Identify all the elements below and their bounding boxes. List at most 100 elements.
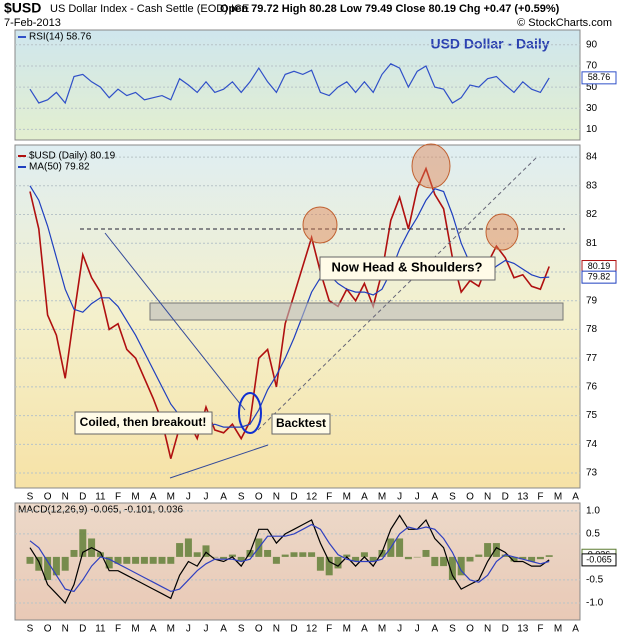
macd-panel bbox=[14, 502, 581, 621]
x-tick-label: M bbox=[378, 624, 386, 635]
histogram-bar bbox=[396, 538, 404, 557]
x-tick-label: J bbox=[186, 492, 191, 503]
x-tick-label: D bbox=[290, 492, 297, 503]
value-tag: 58.76 bbox=[588, 72, 611, 82]
x-tick-label: A bbox=[150, 624, 157, 635]
y-tick-label: 73 bbox=[586, 468, 598, 479]
instrument-name: US Dollar Index - Cash Settle (EOD) ICE bbox=[50, 3, 249, 15]
histogram-bar bbox=[167, 556, 175, 564]
histogram-bar bbox=[272, 556, 280, 564]
histogram-bar bbox=[484, 543, 492, 557]
series-line bbox=[29, 185, 550, 428]
x-tick-label: D bbox=[502, 492, 509, 503]
x-tick-label: A bbox=[431, 624, 438, 635]
credit: © StockCharts.com bbox=[517, 17, 612, 29]
legend-entry: MA(50) 79.82 bbox=[29, 162, 90, 173]
histogram-bar bbox=[193, 552, 201, 557]
y-tick-label: 30 bbox=[586, 103, 598, 114]
y-tick-label: 1.0 bbox=[586, 505, 600, 516]
annotation: Coiled, then breakout! bbox=[80, 415, 207, 429]
x-tick-label: M bbox=[131, 624, 139, 635]
value-tag: 80.19 bbox=[588, 261, 611, 271]
series-line bbox=[29, 523, 550, 593]
x-tick-label: D bbox=[502, 624, 509, 635]
trendline bbox=[169, 444, 269, 479]
x-tick-label: A bbox=[361, 624, 368, 635]
histogram-bar bbox=[299, 552, 307, 557]
date: 7-Feb-2013 bbox=[4, 17, 61, 29]
x-tick-label: A bbox=[361, 492, 368, 503]
histogram-bar bbox=[343, 554, 351, 557]
y-tick-label: 75 bbox=[586, 410, 598, 421]
histogram-bar bbox=[105, 556, 113, 569]
histogram-bar bbox=[413, 556, 421, 558]
x-tick-label: A bbox=[431, 492, 438, 503]
x-tick-label: M bbox=[378, 492, 386, 503]
x-tick-label: N bbox=[484, 624, 491, 635]
histogram-bar bbox=[334, 556, 342, 569]
x-tick-label: O bbox=[466, 492, 474, 503]
y-tick-label: 76 bbox=[586, 382, 598, 393]
histogram-bar bbox=[158, 556, 166, 564]
y-tick-label: 0.5 bbox=[586, 529, 600, 540]
series-line bbox=[29, 63, 550, 105]
x-tick-label: J bbox=[186, 624, 191, 635]
annotation: Backtest bbox=[276, 416, 326, 430]
y-tick-label: 70 bbox=[586, 61, 598, 72]
x-tick-label: D bbox=[79, 624, 86, 635]
x-tick-label: F bbox=[115, 492, 121, 503]
histogram-bar bbox=[114, 556, 122, 564]
histogram-bar bbox=[316, 556, 324, 571]
x-tick-label: M bbox=[554, 492, 562, 503]
chart-title: USD Dollar - Daily bbox=[430, 36, 549, 52]
x-tick-label: 13 bbox=[517, 624, 529, 635]
x-tick-label: F bbox=[326, 492, 332, 503]
x-tick-label: F bbox=[326, 624, 332, 635]
histogram-bar bbox=[61, 556, 69, 571]
histogram-bar bbox=[431, 556, 439, 567]
histogram-bar bbox=[44, 556, 52, 580]
x-tick-label: D bbox=[79, 492, 86, 503]
x-tick-label: M bbox=[131, 492, 139, 503]
x-tick-label: O bbox=[466, 624, 474, 635]
histogram-bar bbox=[35, 556, 43, 571]
x-tick-label: D bbox=[290, 624, 297, 635]
histogram-bar bbox=[536, 556, 544, 560]
histogram-bar bbox=[352, 556, 360, 562]
histogram-bar bbox=[466, 556, 474, 562]
x-tick-label: 12 bbox=[306, 624, 318, 635]
x-tick-label: M bbox=[343, 492, 351, 503]
y-tick-label: 83 bbox=[586, 180, 598, 191]
histogram-bar bbox=[264, 549, 272, 557]
histogram-bar bbox=[140, 556, 148, 564]
value-tag: 79.82 bbox=[588, 272, 611, 282]
x-tick-label: S bbox=[449, 624, 456, 635]
y-tick-label: -1.0 bbox=[586, 598, 604, 609]
histogram-bar bbox=[492, 543, 500, 557]
x-tick-label: S bbox=[238, 624, 245, 635]
x-tick-label: A bbox=[150, 492, 157, 503]
series-line bbox=[29, 514, 550, 605]
annotation-box bbox=[319, 256, 496, 281]
histogram-bar bbox=[70, 549, 78, 557]
x-tick-label: N bbox=[62, 492, 69, 503]
x-tick-label: O bbox=[255, 492, 263, 503]
histogram-bar bbox=[52, 556, 60, 576]
x-tick-label: S bbox=[238, 492, 245, 503]
value-tag-box bbox=[581, 553, 617, 567]
histogram-bar bbox=[404, 556, 412, 560]
histogram-bar bbox=[369, 556, 377, 562]
x-tick-label: J bbox=[415, 492, 420, 503]
annotation-box bbox=[271, 413, 331, 435]
histogram-bar bbox=[176, 543, 184, 557]
y-tick-label: 77 bbox=[586, 353, 598, 364]
histogram-bar bbox=[440, 556, 448, 567]
histogram-bar bbox=[457, 556, 465, 576]
y-tick-label: 10 bbox=[586, 124, 598, 135]
trendline bbox=[104, 232, 246, 411]
histogram-bar bbox=[501, 554, 509, 557]
rsi-panel bbox=[14, 29, 581, 141]
histogram-bar bbox=[422, 549, 430, 557]
x-tick-label: N bbox=[62, 624, 69, 635]
x-tick-label: N bbox=[484, 492, 491, 503]
